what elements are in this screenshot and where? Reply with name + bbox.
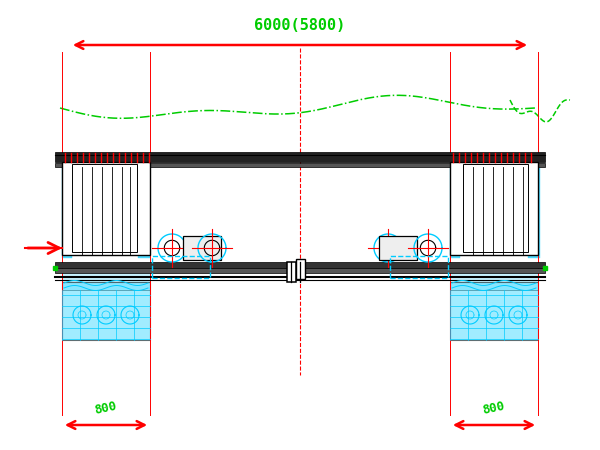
Bar xyxy=(287,262,296,282)
Bar xyxy=(62,162,150,255)
Text: 800: 800 xyxy=(94,399,118,417)
Bar xyxy=(55,163,545,167)
Bar xyxy=(62,168,72,258)
Text: 800: 800 xyxy=(482,399,506,417)
Bar xyxy=(55,268,545,273)
Bar xyxy=(450,272,538,290)
Bar xyxy=(138,168,150,258)
Bar xyxy=(183,236,221,260)
Bar xyxy=(379,236,417,260)
Bar xyxy=(72,164,137,252)
Bar xyxy=(55,152,545,162)
Bar xyxy=(450,162,538,255)
Bar xyxy=(152,256,210,278)
Bar xyxy=(390,256,448,278)
Bar xyxy=(450,282,538,340)
Text: 6000(5800): 6000(5800) xyxy=(254,18,346,32)
Bar xyxy=(463,164,528,252)
Bar xyxy=(62,282,150,340)
Bar xyxy=(528,168,540,258)
Bar xyxy=(62,272,150,290)
Bar xyxy=(450,168,460,258)
Bar xyxy=(55,262,545,268)
Bar xyxy=(296,259,305,279)
